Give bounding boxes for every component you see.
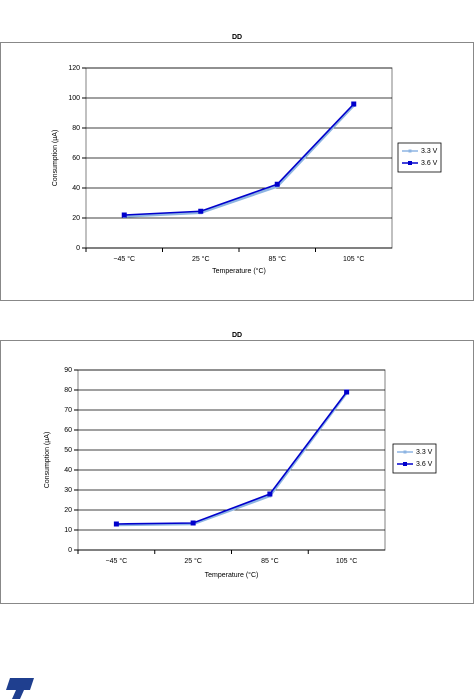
x-tick-label: 25 °C xyxy=(192,255,210,263)
data-point xyxy=(351,101,357,107)
y-tick-label: 0 xyxy=(68,547,72,554)
y-tick-label: 20 xyxy=(64,507,72,514)
x-tick-label: 85 °C xyxy=(261,557,279,565)
y-tick-label: 90 xyxy=(64,367,72,374)
legend: 3.3 V 3.6 V xyxy=(392,443,437,474)
legend-label: 3.6 V xyxy=(421,160,438,167)
x-tick-label: −45 °C xyxy=(113,255,135,263)
chart-title: DD xyxy=(232,332,242,339)
y-tick-label: 80 xyxy=(64,387,72,394)
chart-title: DD xyxy=(232,34,242,41)
y-tick-label: 10 xyxy=(64,527,72,534)
x-tick-label: 85 °C xyxy=(268,255,286,263)
data-point xyxy=(113,521,119,527)
series-line xyxy=(116,391,348,525)
x-tick-label: −45 °C xyxy=(106,557,128,565)
y-tick-label: 20 xyxy=(72,215,80,222)
series-line xyxy=(124,104,355,218)
y-axis-label: Consumption (µA) xyxy=(44,432,51,489)
y-tick-label: 60 xyxy=(64,427,72,434)
y-tick-label: 120 xyxy=(68,65,80,72)
legend-box xyxy=(392,443,437,474)
legend-label: 3.3 V xyxy=(416,449,433,456)
y-axis-label: Consumption (µA) xyxy=(52,130,59,187)
series-line xyxy=(124,103,355,216)
legend-box xyxy=(397,142,442,173)
x-tick-label: 25 °C xyxy=(184,557,202,565)
x-axis-label: Temperature (°C) xyxy=(205,571,259,579)
y-tick-label: 40 xyxy=(64,467,72,474)
series-line xyxy=(116,392,348,527)
y-tick-label: 40 xyxy=(72,185,80,192)
x-tick-label: 105 °C xyxy=(336,557,357,565)
data-point xyxy=(190,520,196,526)
y-tick-label: 50 xyxy=(64,447,72,454)
legend-label: 3.3 V xyxy=(421,148,438,155)
y-tick-label: 100 xyxy=(68,95,80,102)
y-tick-label: 0 xyxy=(76,245,80,252)
legend-marker xyxy=(408,161,412,165)
legend-marker xyxy=(403,450,407,454)
data-point xyxy=(274,181,280,187)
legend-marker xyxy=(403,462,407,466)
data-point xyxy=(198,208,204,214)
legend-label: 3.6 V xyxy=(416,461,433,468)
st-logo xyxy=(6,678,34,699)
legend-marker xyxy=(408,149,412,153)
y-tick-label: 30 xyxy=(64,487,72,494)
y-tick-label: 70 xyxy=(64,407,72,414)
legend: 3.3 V 3.6 V xyxy=(397,142,442,173)
data-point xyxy=(344,389,350,395)
x-tick-label: 105 °C xyxy=(343,255,364,263)
y-tick-label: 60 xyxy=(72,155,80,162)
data-point xyxy=(121,212,127,218)
plot-area xyxy=(77,369,386,551)
data-point xyxy=(267,491,273,497)
x-axis-label: Temperature (°C) xyxy=(212,267,266,275)
y-tick-label: 80 xyxy=(72,125,80,132)
